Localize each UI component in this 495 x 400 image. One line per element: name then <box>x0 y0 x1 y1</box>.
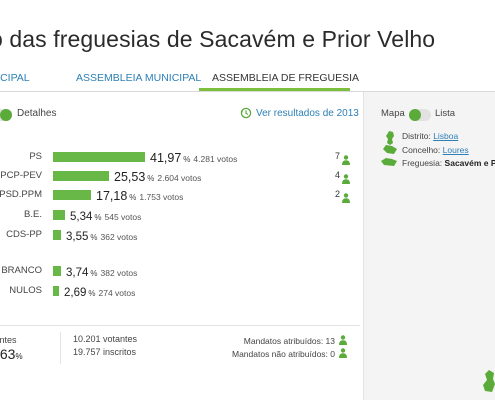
district-label: Distrito: <box>402 131 431 141</box>
voters-count: 10.201 votantes <box>73 334 138 344</box>
parish-value: Sacavém e P <box>444 158 495 168</box>
percent-symbol: % <box>94 213 102 222</box>
active-tab-indicator <box>199 88 350 91</box>
district-row: Distrito: Lisboa <box>402 131 458 141</box>
result-bar <box>53 152 145 162</box>
results-panel: Detalhes Ver resultados de 2013 PS 41,97%… <box>0 92 360 400</box>
result-bar <box>53 171 109 181</box>
result-bar <box>53 190 91 200</box>
percent-value: 5,34 <box>70 211 93 223</box>
result-percent: 2,69% 274 votos <box>64 283 135 301</box>
map-list-toggle[interactable] <box>409 109 431 121</box>
person-icon <box>339 335 347 345</box>
vote-count: 382 votos <box>100 268 138 278</box>
percent-symbol: % <box>147 174 155 183</box>
abstention-label: tantes <box>0 335 17 345</box>
result-bar <box>53 210 65 220</box>
percent-symbol: % <box>15 352 23 361</box>
divider <box>0 325 360 326</box>
toggle-knob <box>409 109 421 121</box>
percent-symbol: % <box>90 233 98 242</box>
result-row: PCP-PEV 25,53% 2.604 votos 4 <box>0 170 360 184</box>
tab-assembleia-municipal[interactable]: ASSEMBLEIA MUNICIPAL <box>76 72 202 84</box>
percent-symbol: % <box>183 155 191 164</box>
summary-separator <box>60 332 61 364</box>
district-link[interactable]: Lisboa <box>433 131 459 141</box>
result-percent: 3,74% 382 votos <box>66 263 137 281</box>
vote-count: 362 votos <box>100 232 138 242</box>
percent-symbol: % <box>90 269 98 278</box>
result-row: CDS-PP 3,55% 362 votos <box>0 229 360 243</box>
party-name: M BRANCO <box>0 265 42 276</box>
result-bar <box>53 266 61 276</box>
location-panel: Mapa Lista Distrito: Lisboa Concelho: Lo… <box>363 92 495 400</box>
registered-count: 19.757 inscritos <box>73 347 137 357</box>
percent-value: 2,69 <box>64 287 87 299</box>
map-label: Mapa <box>381 108 405 119</box>
vote-count: 545 votos <box>104 212 142 222</box>
vote-count: 1.753 votos <box>139 192 184 202</box>
abstention-number: ,63 <box>0 346 16 362</box>
page-title: o das freguesias de Sacavém e Prior Velh… <box>0 26 436 52</box>
mandates-unassigned: Mandatos não atribuídos: 0 <box>231 349 335 359</box>
party-name: PCP-PEV <box>0 170 42 181</box>
mandate-count: 7 <box>334 151 340 161</box>
panel-border <box>363 92 364 400</box>
result-percent: 25,53% 2.604 votos <box>114 168 201 186</box>
result-percent: 3,55% 362 votos <box>66 227 137 245</box>
percent-value: 17,18 <box>96 189 128 203</box>
result-row: NULOS 2,69% 274 votos <box>0 285 360 299</box>
vote-count: 2.604 votos <box>157 173 202 183</box>
tab-bar: UNICIPAL ASSEMBLEIA MUNICIPAL ASSEMBLEIA… <box>0 68 495 92</box>
result-bar <box>53 286 59 296</box>
tab-assembleia-freguesia[interactable]: ASSEMBLEIA DE FREGUESIA <box>212 72 360 84</box>
details-label: Detalhes <box>17 108 57 119</box>
abstention-value: ,63% <box>0 346 23 362</box>
previous-results-link[interactable]: Ver resultados de 2013 <box>256 108 359 119</box>
result-bar <box>53 230 61 240</box>
percent-value: 41,97 <box>150 151 182 165</box>
result-percent: 41,97% 4.281 votos <box>150 149 237 167</box>
details-toggle[interactable] <box>0 109 12 121</box>
result-percent: 17,18% 1.753 votos <box>96 187 183 205</box>
party-name: CDS-PP <box>6 229 42 240</box>
party-name: B.E. <box>24 209 42 220</box>
result-row: PS 41,97% 4.281 votos 7 <box>0 151 360 165</box>
parish-map-icon <box>381 158 397 166</box>
party-name: NULOS <box>9 285 42 296</box>
percent-value: 3,55 <box>66 231 89 243</box>
vote-count: 274 votos <box>98 288 136 298</box>
person-icon <box>339 348 347 358</box>
person-icon <box>342 152 350 165</box>
portugal-map-icon <box>483 370 495 392</box>
result-row: M BRANCO 3,74%382 votos <box>0 265 360 279</box>
municipality-row: Concelho: Loures <box>402 145 469 155</box>
percent-symbol: % <box>88 289 96 298</box>
percent-value: 25,53 <box>114 170 146 184</box>
list-label: Lista <box>435 108 456 119</box>
mandate-count: 2 <box>334 189 340 199</box>
mandates-assigned: Mandatos atribuídos: 13 <box>243 336 335 346</box>
person-icon <box>342 190 350 203</box>
district-map-icon <box>386 131 394 145</box>
parish-row: Freguesia: Sacavém e P <box>402 158 495 168</box>
municipality-link[interactable]: Loures <box>442 145 469 155</box>
party-name: /PSD.PPM <box>0 189 42 200</box>
person-icon <box>342 171 350 184</box>
vote-count: 4.281 votos <box>193 154 238 164</box>
percent-symbol: % <box>129 193 137 202</box>
history-icon[interactable] <box>240 107 252 119</box>
municipality-map-icon <box>383 145 397 154</box>
mandate-count: 4 <box>334 170 340 180</box>
result-row: /PSD.PPM 17,18% 1.753 votos 2 <box>0 189 360 203</box>
percent-value: 3,74 <box>66 267 89 279</box>
party-name: PS <box>29 151 42 162</box>
result-row: B.E. 5,34% 545 votos <box>0 209 360 223</box>
toggle-knob <box>0 109 12 121</box>
parish-label: Freguesia: <box>402 158 443 168</box>
result-percent: 5,34% 545 votos <box>70 207 141 225</box>
municipality-label: Concelho: <box>402 145 441 155</box>
tab-camara-municipal[interactable]: UNICIPAL <box>0 72 30 84</box>
